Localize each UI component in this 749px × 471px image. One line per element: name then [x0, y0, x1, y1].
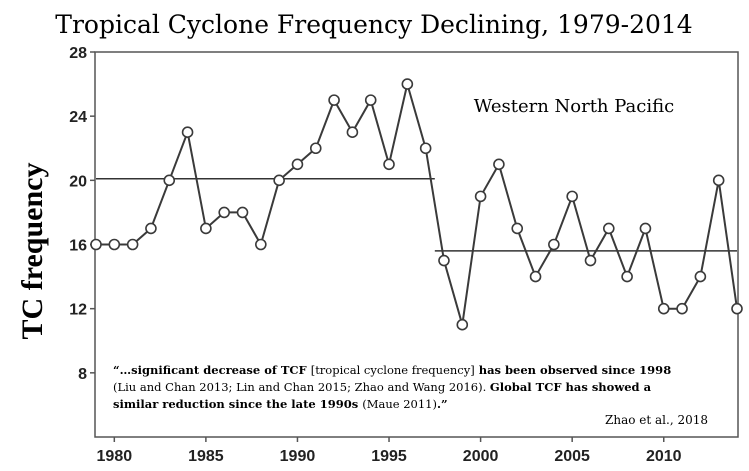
data-point — [712, 174, 725, 187]
data-point — [566, 190, 578, 203]
data-point — [346, 126, 359, 139]
data-point — [731, 302, 743, 315]
data-point — [657, 302, 670, 315]
data-point — [328, 94, 340, 106]
data-point — [621, 270, 633, 283]
data-point — [200, 222, 212, 235]
x-axis-ticks: 1980 1985 1990 1995 2000 2005 2010 — [97, 437, 682, 465]
data-point — [364, 94, 377, 106]
quote-segment: .” — [437, 397, 448, 411]
data-point — [218, 206, 230, 219]
data-point — [163, 174, 176, 187]
data-point — [145, 222, 157, 235]
data-points — [90, 78, 743, 331]
data-point — [676, 302, 688, 315]
quote-segment: Global TCF has showed a — [490, 380, 652, 394]
quote-line: “…significant decrease of TCF [tropical … — [113, 363, 671, 377]
x-tick-label: 1990 — [280, 448, 316, 465]
data-point — [236, 206, 249, 219]
x-tick-label: 1985 — [188, 448, 224, 465]
y-tick-label: 12 — [69, 302, 87, 319]
data-point — [309, 142, 322, 155]
y-tick-label: 28 — [69, 45, 87, 62]
quote-line: similar reduction since the late 1990s (… — [113, 397, 448, 411]
data-point — [584, 254, 597, 267]
data-point — [456, 318, 469, 331]
quote-segment: “…significant decrease of TCF — [113, 363, 311, 377]
quote-segment: (Maue 2011) — [362, 397, 437, 411]
data-point — [474, 190, 487, 203]
data-point — [529, 270, 542, 283]
quote-line: (Liu and Chan 2013; Lin and Chan 2015; Z… — [113, 380, 652, 394]
chart-title: Tropical Cyclone Frequency Declining, 19… — [55, 10, 692, 39]
data-point — [255, 238, 267, 251]
y-tick-label: 8 — [78, 366, 87, 383]
data-point — [493, 158, 505, 171]
data-point — [383, 158, 395, 171]
mean-lines — [96, 177, 737, 252]
x-tick-label: 2010 — [646, 448, 682, 465]
x-tick-label: 2005 — [554, 448, 590, 465]
data-point — [511, 222, 524, 235]
quote-annotation: “…significant decrease of TCF [tropical … — [113, 363, 671, 411]
x-tick-label: 2000 — [463, 448, 499, 465]
y-axis-label: TC frequency — [16, 163, 49, 340]
y-tick-label: 20 — [69, 173, 87, 190]
x-tick-label: 1980 — [97, 448, 133, 465]
region-label: Western North Pacific — [474, 96, 674, 117]
data-point — [108, 238, 121, 251]
source-credit: Zhao et al., 2018 — [605, 413, 708, 427]
quote-segment: [tropical cyclone frequency] — [311, 363, 475, 377]
data-point — [401, 78, 414, 90]
data-point — [181, 126, 194, 139]
data-point — [548, 238, 560, 251]
data-point — [126, 238, 139, 251]
y-tick-label: 24 — [69, 109, 87, 126]
quote-segment: (Liu and Chan 2013; Lin and Chan 2015; Z… — [113, 380, 490, 394]
y-tick-label: 16 — [69, 238, 87, 255]
data-point — [90, 238, 102, 251]
y-axis-ticks: 8 12 16 20 24 28 — [69, 45, 95, 383]
x-tick-label: 1995 — [371, 448, 407, 465]
data-point — [694, 270, 707, 283]
data-point — [291, 158, 304, 171]
series-line — [96, 83, 738, 325]
data-point — [419, 142, 432, 155]
data-point — [639, 222, 652, 235]
quote-segment: similar reduction since the late 1990s — [113, 397, 362, 411]
quote-segment: has been observed since 1998 — [475, 363, 671, 377]
data-point — [438, 254, 450, 267]
data-point — [273, 174, 285, 187]
data-point — [602, 222, 615, 235]
